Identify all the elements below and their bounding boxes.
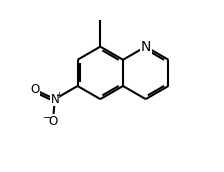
Text: −: − bbox=[43, 113, 52, 123]
Text: O: O bbox=[30, 83, 39, 96]
Text: N: N bbox=[140, 40, 151, 54]
Text: N: N bbox=[50, 93, 59, 106]
Text: +: + bbox=[55, 91, 63, 100]
Text: O: O bbox=[48, 115, 58, 128]
